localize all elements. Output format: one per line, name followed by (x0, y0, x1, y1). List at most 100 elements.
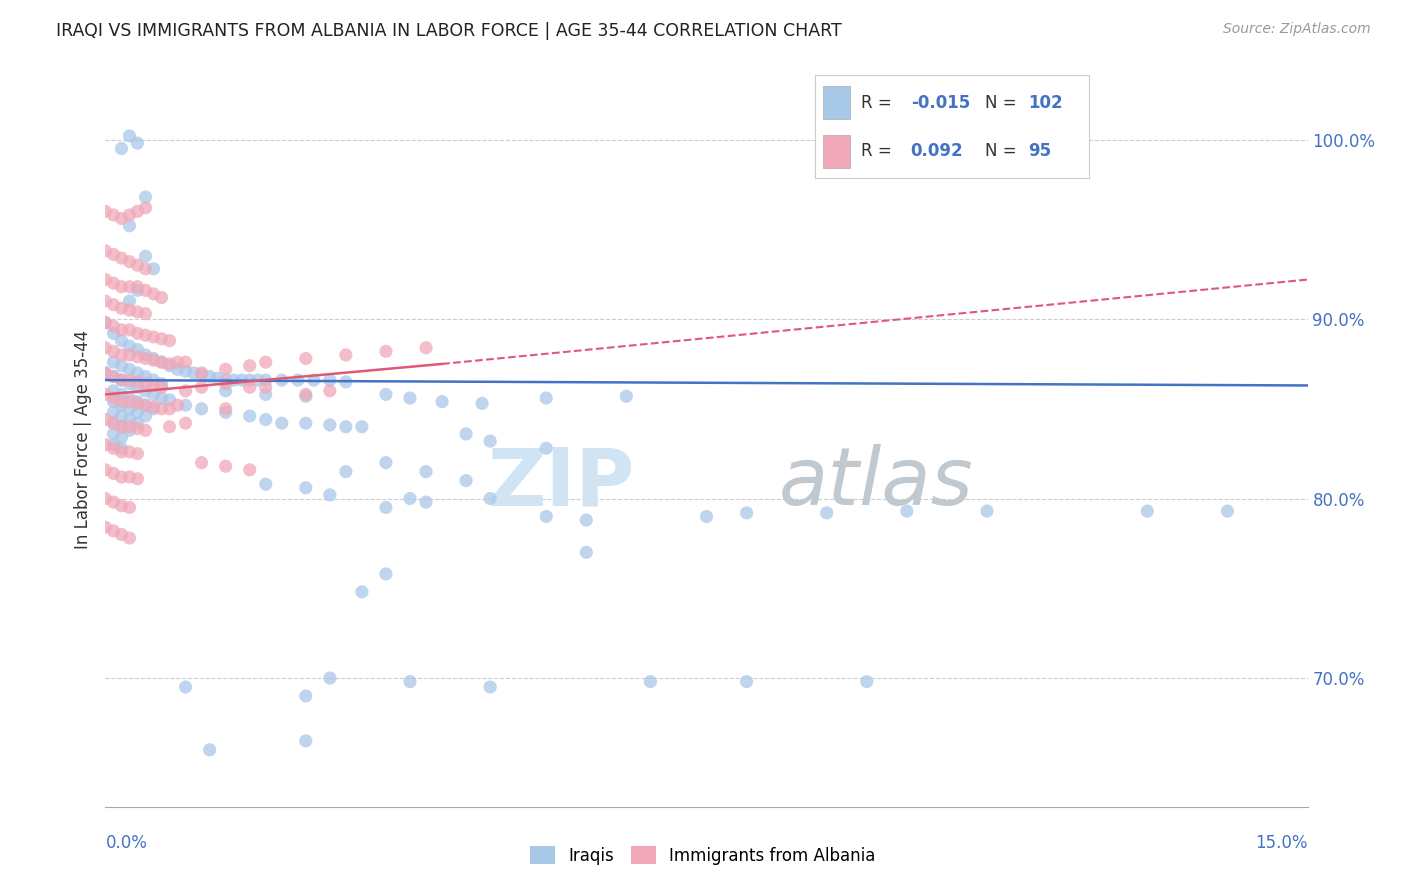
Point (142, 373, 165, 387)
Point (399, 391, 422, 405)
Point (166, 362, 188, 376)
Point (118, 401, 141, 416)
Point (159, 392, 181, 407)
Text: 95: 95 (1029, 143, 1052, 161)
Point (118, 339, 141, 353)
Point (534, 391, 557, 405)
Point (127, 396, 149, 410)
Point (150, 355, 173, 369)
Point (127, 136, 149, 150)
Point (142, 400, 165, 414)
Point (198, 743, 221, 757)
Point (142, 401, 165, 416)
Text: N =: N = (984, 95, 1022, 112)
Point (454, 474, 477, 488)
Text: 0.092: 0.092 (911, 143, 963, 161)
Point (94, 341, 117, 355)
Point (118, 323, 141, 337)
Point (190, 366, 212, 380)
Point (335, 419, 357, 434)
Point (110, 470, 132, 484)
Text: 102: 102 (1029, 95, 1063, 112)
Point (270, 416, 292, 430)
Point (94, 438, 117, 452)
Point (118, 394, 141, 409)
Point (150, 380, 173, 394)
Point (110, 301, 132, 316)
Point (374, 500, 398, 515)
Point (118, 412, 141, 426)
Point (110, 409, 132, 423)
Point (103, 405, 125, 419)
Point (110, 359, 132, 373)
Text: IRAQI VS IMMIGRANTS FROM ALBANIA IN LABOR FORCE | AGE 35-44 CORRELATION CHART: IRAQI VS IMMIGRANTS FROM ALBANIA IN LABO… (56, 22, 842, 40)
Point (135, 283, 157, 297)
Point (159, 419, 181, 434)
Point (374, 566, 398, 581)
Point (110, 279, 132, 293)
Point (190, 456, 212, 470)
Text: 15.0%: 15.0% (1256, 834, 1308, 852)
Point (110, 348, 132, 362)
Text: N =: N = (984, 143, 1022, 161)
Point (118, 423, 141, 437)
Point (103, 442, 125, 456)
Point (103, 384, 125, 398)
Point (127, 326, 149, 341)
Point (1216, 504, 1239, 518)
Point (94, 366, 117, 380)
Point (127, 380, 149, 394)
Point (214, 376, 236, 391)
Point (254, 477, 277, 491)
Point (254, 387, 277, 401)
FancyBboxPatch shape (823, 135, 851, 168)
Y-axis label: In Labor Force | Age 35-44: In Labor Force | Age 35-44 (73, 330, 91, 549)
Point (534, 442, 557, 456)
Point (118, 376, 141, 391)
Point (479, 680, 502, 694)
Point (142, 353, 165, 368)
Point (575, 545, 598, 559)
Point (150, 401, 173, 416)
Point (374, 456, 398, 470)
Point (430, 394, 453, 409)
Point (110, 323, 132, 337)
Point (135, 348, 157, 362)
Point (110, 442, 132, 456)
Point (150, 355, 173, 369)
Point (174, 416, 197, 430)
Point (815, 506, 838, 520)
Point (190, 401, 212, 416)
Point (135, 409, 157, 423)
Point (127, 279, 149, 293)
Point (103, 426, 125, 441)
Point (135, 384, 157, 398)
Point (135, 423, 157, 437)
Point (415, 465, 437, 479)
Point (239, 380, 262, 394)
Point (118, 294, 141, 309)
Point (150, 376, 173, 391)
Point (94, 520, 117, 534)
Point (295, 389, 318, 403)
Point (103, 394, 125, 409)
Point (166, 355, 188, 369)
Point (127, 472, 149, 486)
Point (616, 389, 638, 403)
Point (103, 208, 125, 222)
Point (110, 373, 132, 387)
Point (118, 128, 141, 143)
Point (214, 373, 236, 387)
Point (110, 373, 132, 387)
Text: -0.015: -0.015 (911, 95, 970, 112)
Point (94, 316, 117, 330)
Point (295, 416, 318, 430)
Point (159, 401, 181, 416)
Point (127, 258, 149, 272)
Point (239, 373, 262, 387)
Point (335, 348, 357, 362)
Point (135, 261, 157, 276)
Point (110, 211, 132, 226)
Point (254, 355, 277, 369)
Point (135, 369, 157, 384)
